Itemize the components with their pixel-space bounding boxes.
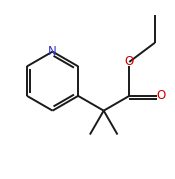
Text: O: O	[157, 89, 166, 102]
Text: O: O	[125, 55, 134, 68]
Text: N: N	[48, 45, 57, 58]
